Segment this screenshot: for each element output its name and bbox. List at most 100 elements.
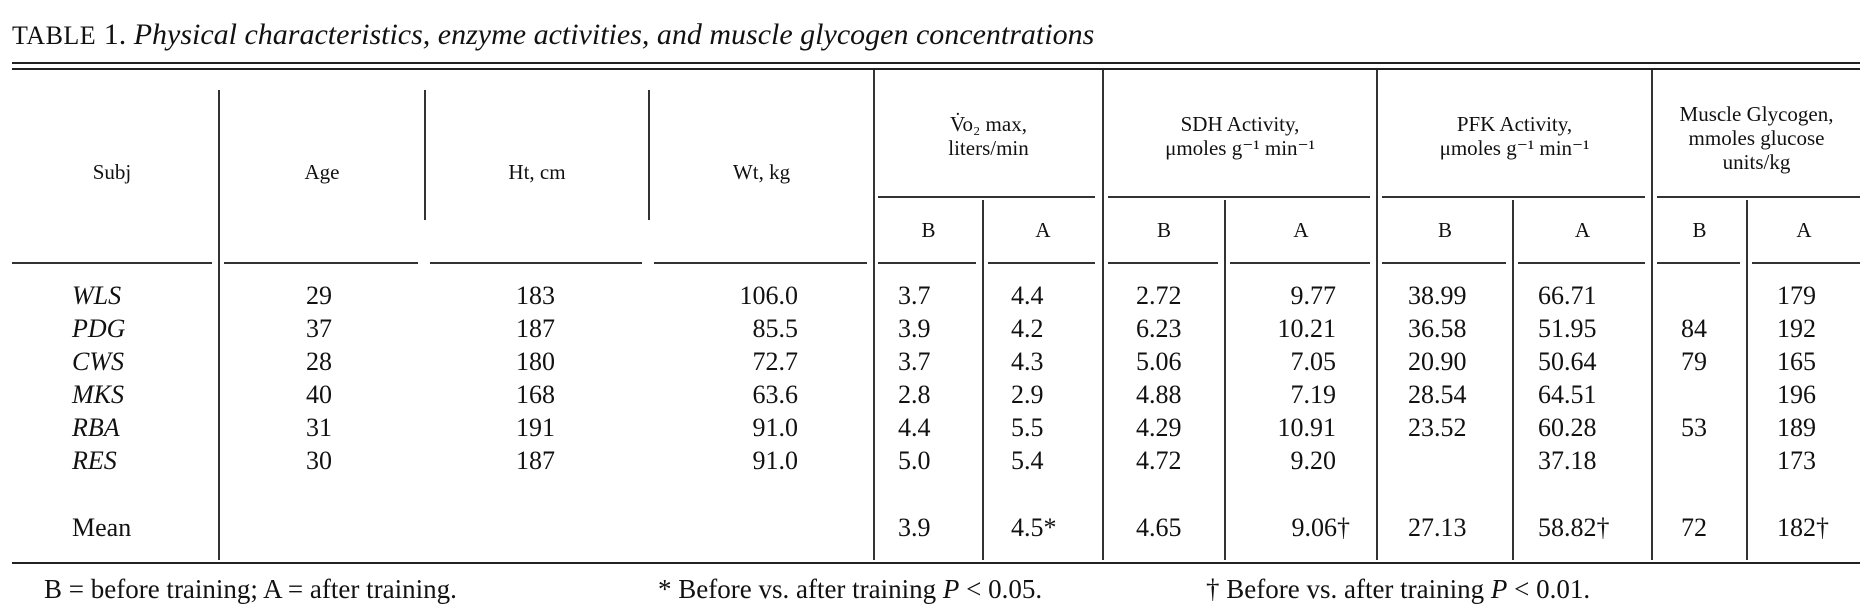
spanner-rule-vo2 [878,196,1095,198]
cell-gly-b: 79 [1681,347,1707,376]
cell-vo2-b: 3.7 [898,347,931,376]
cell-vo2-a: 2.9 [1011,380,1044,409]
mean-sdh-b: 4.65 [1136,513,1182,542]
cell-sdh-b: 6.23 [1136,314,1182,343]
header-weight: Wt, kg [732,160,791,184]
cell-vo2-a: 5.4 [1011,446,1044,475]
mean-sdh-a: 9.06† [1291,513,1351,542]
header-glycogen-line1: Muscle Glycogen, [1679,102,1834,126]
subheader-pfk-a: A [1574,218,1591,242]
cell-vo2-b: 3.7 [898,281,931,310]
cell-height: 168 [516,380,555,409]
cell-pfk-b: 28.54 [1408,380,1467,409]
cell-vo2-b: 5.0 [898,446,931,475]
header-rule [988,262,1095,264]
footnote-star-suffix: < 0.05. [959,574,1043,604]
cell-age: 31 [306,413,332,442]
cell-weight: 91.0 [752,413,799,442]
header-vo2max-line1: V̇o₂ max, [950,112,1027,136]
cell-weight: 91.0 [752,446,799,475]
cell-pfk-a: 50.64 [1538,347,1597,376]
cell-pfk-b: 20.90 [1408,347,1467,376]
cell-gly-a: 189 [1777,413,1816,442]
cell-sdh-b: 4.88 [1136,380,1182,409]
spanner-rule-sdh [1108,196,1370,198]
cell-pfk-a: 64.51 [1538,380,1597,409]
cell-sdh-a: 9.77 [1290,281,1337,310]
footnote-dagger-suffix: < 0.01. [1507,574,1591,604]
cell-sdh-a: 7.05 [1290,347,1337,376]
header-pfk-line1: PFK Activity, [1456,112,1573,136]
cell-vo2-a: 5.5 [1011,413,1044,442]
cell-weight: 63.6 [752,380,799,409]
header-pfk: PFK Activity, μmoles g⁻¹ min⁻¹ [1378,112,1651,160]
cell-subj: WLS [72,281,122,310]
header-rule [1230,262,1370,264]
header-age: Age [304,160,340,184]
cell-gly-b: 84 [1681,314,1707,343]
subheader-gly-b: B [1692,218,1707,242]
cell-gly-b: 53 [1681,413,1707,442]
col-divider [1102,70,1104,560]
footnote-dagger-prefix: † Before vs. after training [1206,574,1491,604]
header-rule [1382,262,1506,264]
cell-vo2-a: 4.2 [1011,314,1044,343]
subheader-sdh-b: B [1156,218,1171,242]
cell-gly-a: 192 [1777,314,1816,343]
cell-height: 187 [516,314,555,343]
header-rule [654,262,867,264]
cell-weight: 85.5 [752,314,799,343]
spanner-rule-glycogen [1657,196,1860,198]
top-rule-1 [12,62,1860,64]
header-rule [224,262,418,264]
subheader-gly-a: A [1796,218,1812,242]
mean-label: Mean [72,513,132,542]
cell-vo2-b: 4.4 [898,413,931,442]
cell-sdh-a: 9.20 [1290,446,1337,475]
footnote-star: * Before vs. after training P < 0.05. [658,574,1042,605]
cell-pfk-b: 23.52 [1408,413,1467,442]
mean-vo2-a: 4.5* [1011,513,1057,542]
cell-age: 28 [306,347,332,376]
cell-sdh-b: 2.72 [1136,281,1182,310]
cell-sdh-a: 10.91 [1277,413,1337,442]
cell-sdh-b: 5.06 [1136,347,1182,376]
cell-subj: RES [72,446,117,475]
header-rule [1108,262,1218,264]
cell-subj: MKS [72,380,124,409]
mean-pfk-b: 27.13 [1408,513,1467,542]
cell-weight: 106.0 [739,281,799,310]
cell-pfk-a: 66.71 [1538,281,1597,310]
top-rule-2 [12,68,1860,70]
cell-pfk-a: 51.95 [1538,314,1597,343]
cell-subj: CWS [72,347,124,376]
footnote-dagger-p: P [1490,574,1508,604]
cell-height: 183 [516,281,555,310]
mean-pfk-a: 58.82† [1538,513,1610,542]
header-rule [1657,262,1740,264]
spanner-rule-pfk [1382,196,1645,198]
cell-pfk-b: 36.58 [1408,314,1467,343]
header-sdh-line1: SDH Activity, [1180,112,1300,136]
cell-age: 37 [306,314,332,343]
footnote-star-prefix: * Before vs. after training [658,574,943,604]
header-glycogen: Muscle Glycogen, mmoles glucose units/kg [1653,102,1860,174]
header-sdh: SDH Activity, μmoles g⁻¹ min⁻¹ [1104,112,1376,160]
col-divider [1376,70,1378,560]
cell-gly-a: 173 [1777,446,1816,475]
table-label: TABLE [12,21,97,50]
cell-sdh-b: 4.72 [1136,446,1182,475]
subheader-pfk-b: B [1437,218,1452,242]
cell-gly-a: 179 [1777,281,1816,310]
header-subj: Subj [92,160,132,184]
mean-gly-b: 72 [1681,513,1707,542]
col-divider [218,90,220,560]
header-pfk-line2: μmoles g⁻¹ min⁻¹ [1439,136,1590,160]
col-divider [982,200,984,560]
mean-vo2-b: 3.9 [898,513,931,542]
cell-pfk-a: 60.28 [1538,413,1597,442]
cell-vo2-b: 3.9 [898,314,931,343]
table-caption: TABLE 1. Physical characteristics, enzym… [12,18,1094,52]
col-divider [1512,200,1514,560]
cell-height: 187 [516,446,555,475]
